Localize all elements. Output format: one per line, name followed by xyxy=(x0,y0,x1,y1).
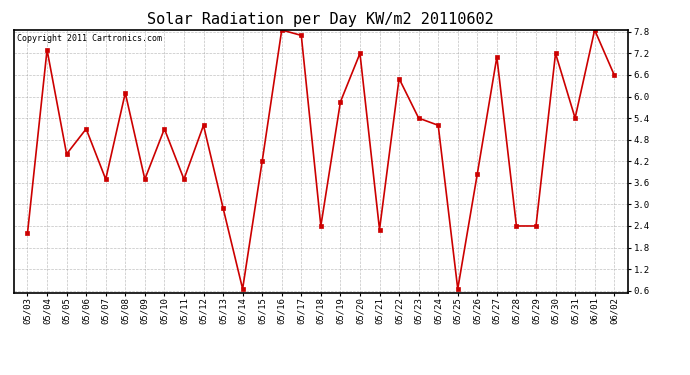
Text: Copyright 2011 Cartronics.com: Copyright 2011 Cartronics.com xyxy=(17,34,162,43)
Title: Solar Radiation per Day KW/m2 20110602: Solar Radiation per Day KW/m2 20110602 xyxy=(148,12,494,27)
